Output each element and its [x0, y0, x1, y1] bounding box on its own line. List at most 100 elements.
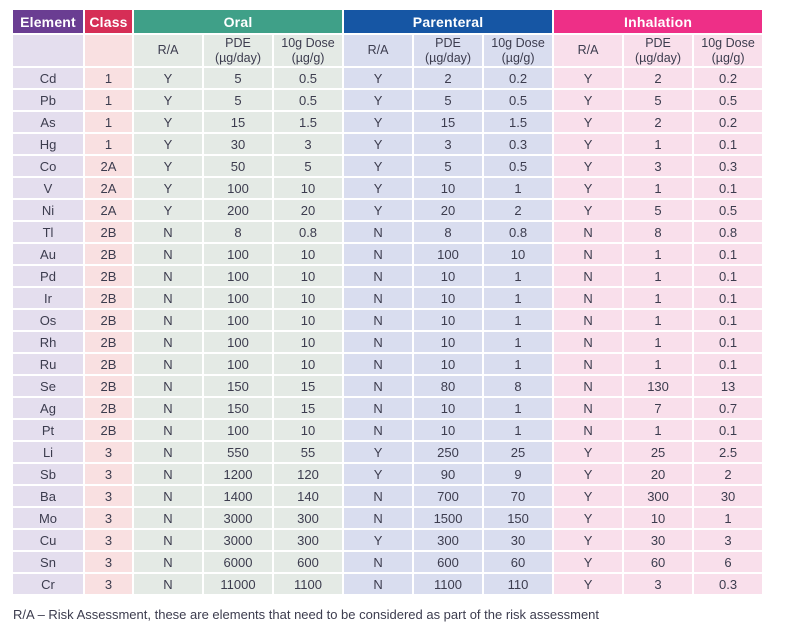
parenteral-pde-cell: 10: [414, 266, 483, 286]
oral-pde-cell: 550: [204, 442, 272, 462]
oral-ra-cell: N: [134, 464, 202, 484]
inhalation-dose-header: 10g Dose (µg/g): [694, 35, 763, 66]
parenteral-pde-cell: 10: [414, 310, 483, 330]
class-cell: 1: [85, 112, 132, 132]
element-cell: Co: [13, 156, 83, 176]
parenteral-pde-cell: 300: [414, 530, 483, 550]
inhalation-dose-cell: 0.2: [694, 68, 763, 88]
table-row: Pt 2B N 100 10 N 10 1 N 1 0.1: [13, 420, 763, 440]
oral-pde-cell: 30: [204, 134, 272, 154]
inhalation-ra-cell: N: [554, 288, 623, 308]
inhalation-pde-cell: 1: [624, 134, 693, 154]
parenteral-dose-cell: 0.5: [484, 156, 553, 176]
oral-dose-cell: 0.5: [274, 68, 343, 88]
inhalation-ra-cell: N: [554, 354, 623, 374]
oral-ra-cell: N: [134, 552, 202, 572]
inhalation-pde-cell: 5: [624, 90, 693, 110]
parenteral-pde-cell: 10: [414, 420, 483, 440]
oral-dose-cell: 300: [274, 530, 343, 550]
class-cell: 3: [85, 464, 132, 484]
inhalation-dose-cell: 0.1: [694, 244, 763, 264]
inhalation-pde-cell: 10: [624, 508, 693, 528]
parenteral-dose-cell: 0.8: [484, 222, 553, 242]
class-cell: 1: [85, 90, 132, 110]
inhalation-ra-cell: Y: [554, 552, 623, 572]
element-cell: Tl: [13, 222, 83, 242]
inhalation-ra-cell: Y: [554, 464, 623, 484]
oral-pde-cell: 100: [204, 288, 272, 308]
inhalation-pde-cell: 25: [624, 442, 693, 462]
class-cell: 3: [85, 574, 132, 594]
table-body: Cd 1 Y 5 0.5 Y 2 0.2 Y 2 0.2 Pb 1 Y 5 0.5 Y 5 0.5 Y 5 0.5 As 1 Y…: [13, 68, 763, 594]
inhalation-dose-cell: 0.2: [694, 112, 763, 132]
oral-pde-cell: 100: [204, 332, 272, 352]
risk-assessment-footnote: R/A – Risk Assessment, these are element…: [13, 607, 600, 622]
inhalation-dose-cell: 0.1: [694, 178, 763, 198]
oral-ra-cell: N: [134, 398, 202, 418]
oral-ra-cell: Y: [134, 68, 202, 88]
oral-ra-cell: N: [134, 442, 202, 462]
parenteral-dose-header: 10g Dose (µg/g): [484, 35, 553, 66]
oral-dose-cell: 300: [274, 508, 343, 528]
class-cell: 2B: [85, 420, 132, 440]
oral-dose-cell: 15: [274, 376, 343, 396]
inhalation-ra-header: R/A: [554, 35, 623, 66]
inhalation-pde-cell: 3: [624, 156, 693, 176]
oral-pde-header: PDE (µg/day): [204, 35, 272, 66]
inhalation-ra-cell: N: [554, 310, 623, 330]
inhalation-pde-cell: 8: [624, 222, 693, 242]
inhalation-ra-cell: N: [554, 332, 623, 352]
parenteral-ra-cell: Y: [344, 530, 413, 550]
parenteral-ra-cell: Y: [344, 200, 413, 220]
inhalation-pde-cell: 130: [624, 376, 693, 396]
inhalation-dose-cell: 0.3: [694, 156, 763, 176]
table-row: Ag 2B N 150 15 N 10 1 N 7 0.7: [13, 398, 763, 418]
parenteral-ra-cell: Y: [344, 156, 413, 176]
parenteral-pde-cell: 20: [414, 200, 483, 220]
inhalation-ra-cell: Y: [554, 134, 623, 154]
table-row: Rh 2B N 100 10 N 10 1 N 1 0.1: [13, 332, 763, 352]
parenteral-dose-cell: 2: [484, 200, 553, 220]
parenteral-ra-cell: Y: [344, 464, 413, 484]
inhalation-pde-cell: 1: [624, 266, 693, 286]
parenteral-dose-cell: 9: [484, 464, 553, 484]
class-cell: 1: [85, 134, 132, 154]
parenteral-dose-cell: 70: [484, 486, 553, 506]
parenteral-dose-cell: 1: [484, 266, 553, 286]
element-column-header: Element: [13, 10, 83, 33]
oral-dose-cell: 120: [274, 464, 343, 484]
parenteral-ra-cell: N: [344, 332, 413, 352]
class-cell: 2B: [85, 222, 132, 242]
inhalation-pde-cell: 1: [624, 354, 693, 374]
table-row: Ni 2A Y 200 20 Y 20 2 Y 5 0.5: [13, 200, 763, 220]
parenteral-dose-cell: 0.5: [484, 90, 553, 110]
element-cell: Ag: [13, 398, 83, 418]
table-row: Co 2A Y 50 5 Y 5 0.5 Y 3 0.3: [13, 156, 763, 176]
parenteral-pde-cell: 600: [414, 552, 483, 572]
parenteral-pde-cell: 10: [414, 332, 483, 352]
parenteral-pde-cell: 8: [414, 222, 483, 242]
parenteral-pde-cell: 15: [414, 112, 483, 132]
class-subheader-spacer: [85, 35, 132, 66]
parenteral-dose-cell: 60: [484, 552, 553, 572]
table-row: Pb 1 Y 5 0.5 Y 5 0.5 Y 5 0.5: [13, 90, 763, 110]
oral-dose-cell: 5: [274, 156, 343, 176]
oral-pde-cell: 15: [204, 112, 272, 132]
parenteral-pde-cell: 700: [414, 486, 483, 506]
parenteral-dose-cell: 0.2: [484, 68, 553, 88]
inhalation-ra-cell: N: [554, 376, 623, 396]
parenteral-pde-cell: 5: [414, 156, 483, 176]
parenteral-dose-cell: 1: [484, 310, 553, 330]
parenteral-dose-cell: 1: [484, 354, 553, 374]
parenteral-pde-cell: 5: [414, 90, 483, 110]
class-cell: 2B: [85, 288, 132, 308]
inhalation-dose-cell: 0.3: [694, 574, 763, 594]
inhalation-pde-cell: 60: [624, 552, 693, 572]
table-row: Ir 2B N 100 10 N 10 1 N 1 0.1: [13, 288, 763, 308]
inhalation-dose-cell: 0.1: [694, 332, 763, 352]
parenteral-pde-cell: 90: [414, 464, 483, 484]
table-row: Cd 1 Y 5 0.5 Y 2 0.2 Y 2 0.2: [13, 68, 763, 88]
oral-ra-cell: N: [134, 354, 202, 374]
table-row: Os 2B N 100 10 N 10 1 N 1 0.1: [13, 310, 763, 330]
